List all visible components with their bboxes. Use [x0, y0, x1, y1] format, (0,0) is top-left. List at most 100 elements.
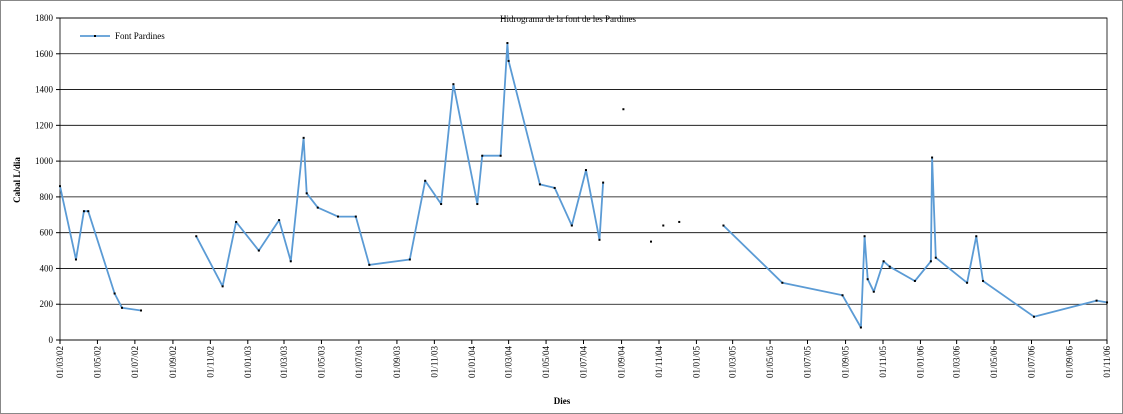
y-tick-label: 600 [40, 228, 54, 238]
x-tick-label: 01/01/06 [915, 346, 925, 379]
data-point [538, 183, 541, 186]
data-point [929, 260, 932, 263]
y-tick-label: 200 [40, 299, 54, 309]
data-point [221, 285, 224, 288]
data-point [678, 220, 681, 223]
legend-label: Font Pardines [115, 31, 165, 41]
x-tick-label: 01/05/06 [989, 346, 999, 379]
data-point [622, 108, 625, 111]
data-point [452, 83, 455, 86]
data-point [305, 192, 308, 195]
data-point [934, 256, 937, 259]
data-point [424, 179, 427, 182]
y-tick-label: 1600 [35, 49, 54, 59]
data-point [584, 169, 587, 172]
data-point [113, 292, 116, 295]
x-tick-label: 01/03/04 [504, 346, 514, 379]
data-point [408, 258, 411, 261]
data-point [931, 156, 934, 159]
y-tick-label: 0 [49, 335, 54, 345]
data-point [337, 215, 340, 218]
x-tick-label: 01/05/03 [316, 346, 326, 379]
y-tick-label: 1800 [35, 13, 54, 23]
data-point [888, 265, 891, 268]
x-tick-label: 01/01/04 [467, 346, 477, 379]
data-point [650, 240, 653, 243]
legend-box [72, 27, 192, 45]
data-point [440, 203, 443, 206]
data-point [368, 263, 371, 266]
x-tick-label: 01/07/05 [803, 346, 813, 379]
x-tick-label: 01/11/03 [429, 346, 439, 378]
y-axis-label: Cabal L/dia [12, 157, 22, 203]
x-tick-label: 01/09/03 [392, 346, 402, 379]
x-tick-label: 01/11/05 [878, 346, 888, 378]
data-point [859, 326, 862, 329]
data-point [302, 136, 305, 139]
x-tick-label: 01/01/05 [691, 346, 701, 379]
data-point [722, 224, 725, 227]
data-point [476, 203, 479, 206]
x-tick-label: 01/09/05 [841, 346, 851, 379]
data-point [316, 206, 319, 209]
x-tick-label: 01/01/03 [243, 346, 253, 379]
data-point [235, 220, 238, 223]
x-tick-label: 01/07/04 [579, 346, 589, 379]
x-tick-label: 01/05/02 [92, 346, 102, 378]
data-point [1032, 315, 1035, 318]
data-point [506, 42, 509, 45]
x-tick-label: 01/03/06 [952, 346, 962, 379]
x-tick-label: 01/05/04 [541, 346, 551, 379]
data-point [882, 260, 885, 263]
data-point [872, 290, 875, 293]
data-point [598, 238, 601, 241]
x-tick-label: 01/03/02 [55, 346, 65, 378]
data-point [602, 181, 605, 184]
data-point [140, 309, 143, 312]
y-tick-label: 800 [40, 192, 54, 202]
data-point [553, 186, 556, 189]
data-point [863, 235, 866, 238]
data-point [59, 185, 61, 188]
data-point [841, 294, 844, 297]
x-tick-label: 01/09/04 [617, 346, 627, 379]
x-tick-label: 01/07/02 [130, 346, 140, 378]
data-point [257, 249, 260, 252]
data-point [1106, 301, 1108, 304]
data-point [913, 279, 916, 282]
x-tick-label: 01/03/05 [728, 346, 738, 379]
data-point [481, 154, 484, 157]
y-tick-label: 400 [40, 263, 54, 273]
x-tick-label: 01/03/03 [279, 346, 289, 379]
legend-marker [94, 35, 96, 37]
data-point [82, 210, 85, 213]
data-point [866, 278, 869, 281]
data-point [120, 306, 123, 309]
data-point [278, 219, 281, 222]
chart-title: Hidrograma de la font de les Pardines [500, 14, 636, 24]
y-tick-label: 1200 [35, 120, 54, 130]
data-point [507, 59, 510, 62]
data-point [966, 281, 969, 284]
data-point [354, 215, 357, 218]
x-axis-label: Dies [554, 396, 571, 406]
data-point [74, 258, 77, 261]
data-point [975, 235, 978, 238]
data-point [1095, 299, 1098, 302]
y-tick-label: 1000 [35, 156, 54, 166]
x-tick-label: 01/07/06 [1027, 346, 1037, 379]
data-point [662, 224, 665, 227]
x-tick-label: 01/05/05 [765, 346, 775, 379]
data-point [499, 154, 502, 157]
x-tick-label: 01/07/03 [354, 346, 364, 379]
data-point [781, 281, 784, 284]
x-tick-label: 01/09/06 [1065, 346, 1075, 379]
data-point [289, 260, 292, 263]
x-tick-label: 01/09/02 [168, 346, 178, 378]
x-tick-label: 01/11/04 [654, 346, 664, 378]
y-tick-label: 1400 [35, 85, 54, 95]
x-tick-label: 01/11/06 [1102, 346, 1112, 378]
data-point [982, 279, 985, 282]
